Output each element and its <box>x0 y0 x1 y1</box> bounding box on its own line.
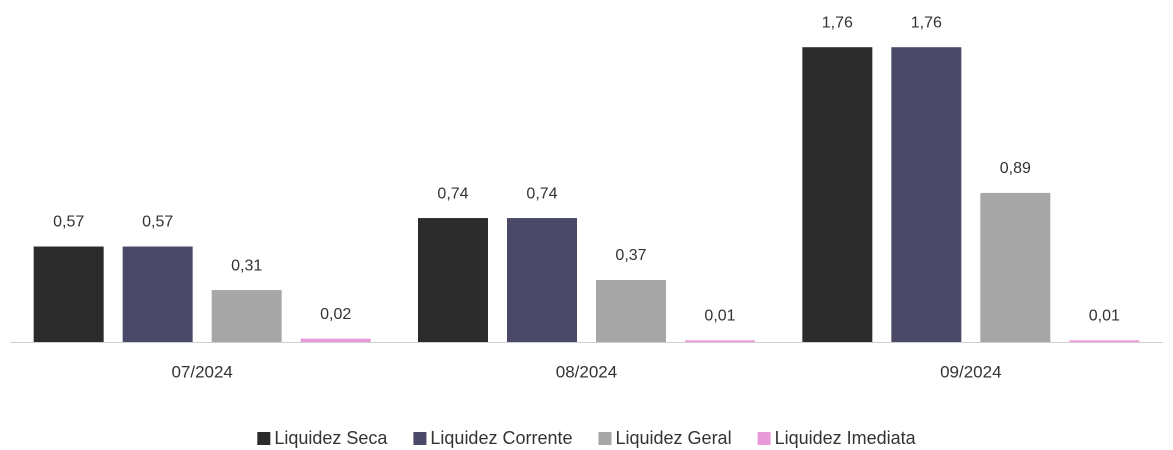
x-tick-label: 08/2024 <box>556 362 617 381</box>
legend-label: Liquidez Seca <box>274 428 388 448</box>
legend-swatch <box>257 432 271 445</box>
legend-swatch <box>757 432 771 445</box>
bar <box>418 218 488 342</box>
data-label: 0,74 <box>526 185 557 202</box>
data-label: 0,01 <box>1089 308 1120 325</box>
legend-label: Liquidez Corrente <box>430 428 572 448</box>
data-label: 0,02 <box>320 306 351 323</box>
data-label: 0,57 <box>142 214 173 231</box>
data-label: 0,37 <box>615 247 646 264</box>
bar <box>891 47 962 342</box>
data-label: 0,31 <box>231 257 262 274</box>
data-label: 0,74 <box>437 185 468 202</box>
legend-swatch <box>598 432 612 445</box>
bar <box>211 290 282 342</box>
bar <box>122 246 193 342</box>
x-tick-label: 07/2024 <box>171 362 232 381</box>
data-label: 1,76 <box>822 14 853 31</box>
bar <box>802 47 873 342</box>
data-label: 0,01 <box>704 308 735 325</box>
bar <box>507 218 577 342</box>
data-label: 1,76 <box>911 14 942 31</box>
data-label: 0,89 <box>1000 160 1031 177</box>
legend-label: Liquidez Imediata <box>775 428 917 448</box>
bar <box>596 280 666 342</box>
bar <box>1069 340 1140 342</box>
legend-swatch <box>413 432 427 445</box>
bar <box>300 338 371 342</box>
bar <box>685 340 755 342</box>
legend-label: Liquidez Geral <box>616 428 732 448</box>
bar <box>980 192 1051 342</box>
x-tick-label: 09/2024 <box>940 362 1001 381</box>
data-label: 0,57 <box>53 214 84 231</box>
bar <box>33 246 104 342</box>
